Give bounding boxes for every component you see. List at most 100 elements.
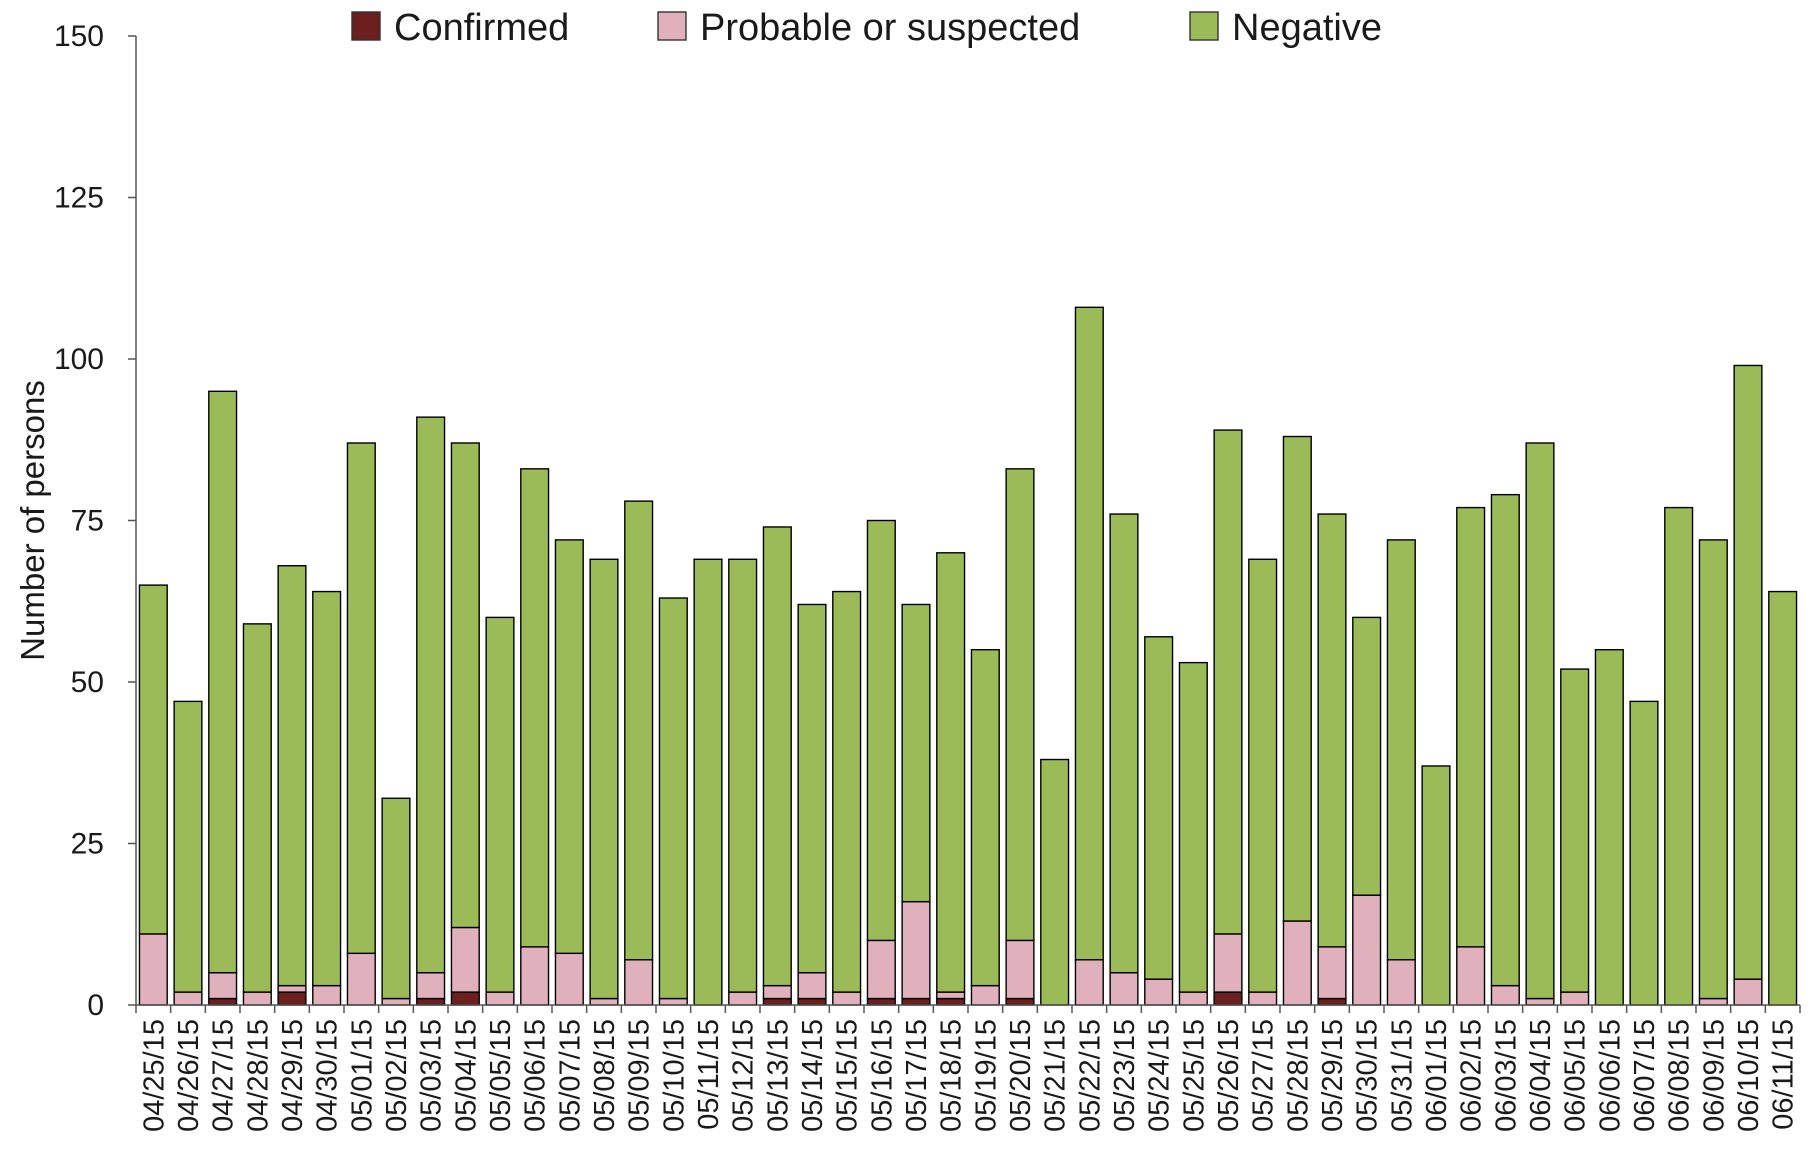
x-tick-label: 04/28/15 [242,1019,274,1132]
bar-segment-probable-or-suspected [138,933,168,1006]
y-tick-label: 100 [54,343,104,376]
x-tick-label: 06/09/15 [1698,1019,1730,1132]
bar-segment-probable-or-suspected [1005,939,1035,1000]
x-tick-label: 06/05/15 [1560,1019,1592,1132]
bar-segment-negative [1456,506,1486,948]
bar-segment-probable-or-suspected [554,952,584,1006]
x-tick-label: 04/27/15 [208,1019,240,1132]
bar-segment-confirmed [1317,997,1347,1006]
bar-segment-probable-or-suspected [797,972,827,1000]
bar-segment-probable-or-suspected [1525,997,1555,1006]
x-tick-label: 05/16/15 [866,1019,898,1132]
bar-segment-negative [693,558,723,1006]
legend-label-probable-or-suspected: Probable or suspected [700,7,1080,49]
bar-segment-negative [936,552,966,993]
bar-segment-probable-or-suspected [485,991,515,1006]
bar-segment-probable-or-suspected [832,991,862,1006]
x-tick-label: 05/25/15 [1178,1019,1210,1132]
x-tick-label: 05/21/15 [1040,1019,1072,1132]
x-tick-label: 05/07/15 [554,1019,586,1132]
bar-segment-probable-or-suspected [312,984,342,1006]
bar-segment-probable-or-suspected [728,991,758,1006]
x-tick-label: 04/29/15 [277,1019,309,1132]
bar-segment-confirmed [208,997,238,1006]
bar-segment-negative [1282,435,1312,922]
bar-segment-negative [242,623,272,993]
bar-segment-negative [1664,506,1694,1006]
x-tick-label: 06/01/15 [1421,1019,1453,1132]
x-tick-label: 05/11/15 [693,1019,725,1130]
bar-segment-confirmed [936,997,966,1006]
bar-segment-probable-or-suspected [1698,997,1728,1006]
bar-segment-negative [312,590,342,987]
bar-segment-probable-or-suspected [624,959,654,1006]
bar-segment-negative [450,442,480,929]
y-tick-label: 0 [87,989,104,1022]
x-tick-label: 05/13/15 [762,1019,794,1132]
bar-segment-probable-or-suspected [1456,946,1486,1006]
bar-segment-negative [1248,558,1278,993]
x-tick-label: 05/31/15 [1386,1019,1418,1132]
bar-segment-probable-or-suspected [589,997,619,1006]
bar-segment-probable-or-suspected [1248,991,1278,1006]
bar-segment-confirmed [450,991,480,1006]
bar-segment-probable-or-suspected [1178,991,1208,1006]
x-tick-label: 06/08/15 [1664,1019,1696,1132]
bar-segment-probable-or-suspected [970,984,1000,1006]
bar-segment-probable-or-suspected [450,926,480,993]
x-tick-label: 05/08/15 [589,1019,621,1132]
x-tick-label: 05/28/15 [1282,1019,1314,1132]
x-tick-label: 05/12/15 [728,1019,760,1132]
bar-segment-confirmed [797,997,827,1006]
bar-segment-probable-or-suspected [1490,984,1520,1006]
x-tick-label: 05/05/15 [485,1019,517,1132]
bar-segment-probable-or-suspected [346,952,376,1006]
bar-segment-confirmed [1213,991,1243,1006]
bar-segment-confirmed [901,997,931,1006]
bar-segment-probable-or-suspected [1352,894,1382,1006]
bar-segment-negative [970,649,1000,987]
bar-segment-negative [728,558,758,993]
bar-segment-probable-or-suspected [242,991,272,1006]
bar-segment-negative [762,526,792,987]
bar-segment-probable-or-suspected [173,991,203,1006]
bar-segment-probable-or-suspected [416,972,446,1000]
x-tick-label: 05/19/15 [970,1019,1002,1132]
x-tick-label: 05/17/15 [901,1019,933,1132]
x-tick-label: 05/10/15 [658,1019,690,1132]
bar-segment-negative [658,597,688,1000]
bar-segment-negative [1629,700,1659,1006]
bar-segment-probable-or-suspected [866,939,896,1000]
x-tick-label: 05/27/15 [1248,1019,1280,1132]
y-tick-label: 125 [54,182,104,215]
bar-segment-negative [1005,468,1035,942]
x-tick-label: 05/22/15 [1074,1019,1106,1132]
bar-segment-negative [138,584,168,935]
x-tick-label: 04/26/15 [173,1019,205,1132]
bar-segment-negative [416,416,446,974]
x-tick-label: 05/04/15 [450,1019,482,1132]
bar-segment-probable-or-suspected [901,900,931,1000]
bar-segment-negative [1560,668,1590,993]
bar-segment-probable-or-suspected [208,972,238,1000]
legend-swatch-negative [1189,11,1219,41]
bar-segment-negative [832,590,862,993]
bar-segment-probable-or-suspected [1733,978,1763,1006]
y-tick-label: 25 [71,828,104,861]
bar-segment-negative [1768,590,1798,1006]
x-tick-label: 05/02/15 [381,1019,413,1132]
bar-segment-negative [1698,539,1728,1000]
bar-segment-negative [1733,364,1763,980]
bar-segment-negative [1317,513,1347,948]
bar-segment-probable-or-suspected [277,984,307,993]
bar-segment-negative [624,500,654,961]
x-tick-label: 05/24/15 [1144,1019,1176,1132]
bar-segment-negative [520,468,550,948]
bar-segment-confirmed [866,997,896,1006]
x-tick-label: 05/30/15 [1352,1019,1384,1132]
bar-segment-probable-or-suspected [1386,959,1416,1006]
y-tick-label: 75 [71,505,104,538]
x-tick-label: 05/23/15 [1109,1019,1141,1132]
bar-segment-probable-or-suspected [936,991,966,1000]
